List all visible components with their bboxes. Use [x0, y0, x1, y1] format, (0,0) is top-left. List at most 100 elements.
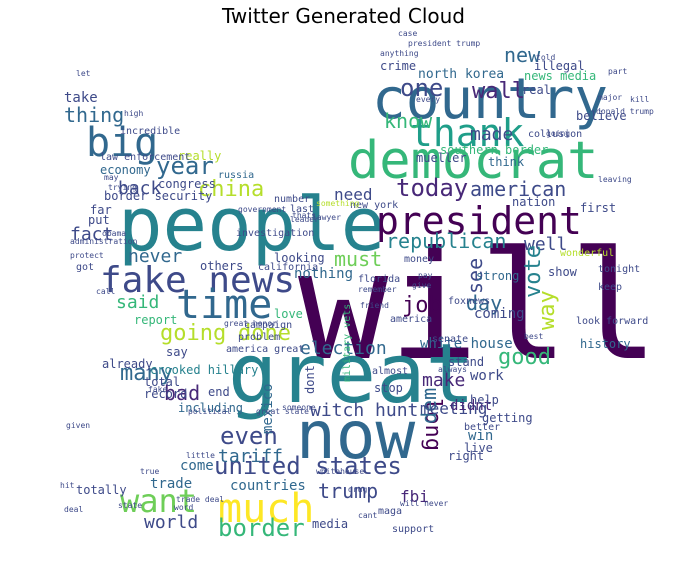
cloud-word: coming: [474, 306, 525, 322]
cloud-word: news media: [524, 69, 596, 83]
cloud-word: back: [118, 178, 162, 199]
cloud-word: see: [463, 258, 487, 294]
cloud-word: big: [86, 120, 158, 166]
cloud-word: know: [384, 109, 433, 133]
cloud-word: donald trump: [596, 107, 654, 116]
cloud-word: totally: [76, 483, 127, 497]
cloud-word: fact: [70, 224, 113, 245]
cloud-word: republican: [386, 229, 506, 253]
cloud-word: give: [412, 281, 431, 290]
cloud-word: senate: [432, 334, 468, 345]
cloud-word: live: [464, 441, 493, 455]
cloud-word: anything: [380, 49, 419, 58]
cloud-word: incredible: [120, 126, 180, 137]
cloud-word: time: [176, 282, 272, 328]
cloud-word: stand: [448, 355, 484, 369]
cloud-word: come: [180, 458, 214, 474]
cloud-word: leader: [290, 215, 319, 224]
cloud-word: collusion: [528, 129, 582, 140]
cloud-word: looking: [274, 251, 325, 265]
cloud-word: job: [402, 293, 442, 318]
cloud-word: real: [522, 83, 551, 97]
cloud-word: mexico: [260, 383, 276, 434]
cloud-word: wall: [472, 79, 525, 104]
cloud-word: much: [218, 486, 314, 532]
cloud-word: china: [198, 177, 264, 202]
cloud-word: major: [598, 93, 622, 102]
cloud-word: whitehouse: [316, 467, 364, 476]
cloud-word: america great: [226, 344, 304, 355]
cloud-word: nothing: [294, 266, 353, 282]
cloud-word: crooked hillary: [150, 363, 258, 377]
cloud-word: crime: [380, 59, 416, 73]
cloud-word: investigation: [236, 228, 314, 239]
cloud-word: even: [220, 422, 278, 450]
cloud-word: drug: [348, 485, 367, 494]
cloud-word: foxnews: [448, 296, 490, 307]
cloud-word: almost: [372, 366, 408, 377]
cloud-word: end: [208, 385, 230, 399]
cloud-word: cant: [358, 511, 377, 520]
cloud-word: right: [448, 449, 484, 463]
cloud-word: california: [258, 262, 318, 273]
cloud-word: made: [470, 124, 513, 145]
cloud-word: someone: [282, 403, 316, 412]
cloud-word: trump: [318, 479, 378, 503]
cloud-word: fake: [148, 385, 167, 394]
cloud-word: trade: [150, 476, 192, 492]
cloud-word: take: [64, 90, 98, 106]
cloud-word: case: [398, 29, 417, 38]
cloud-word: may: [104, 173, 119, 182]
cloud-word: trade deal: [176, 495, 224, 504]
cloud-word: friend: [360, 301, 389, 310]
cloud-word: illegal: [534, 59, 585, 73]
cloud-word: something: [316, 199, 360, 208]
cloud-word: true: [140, 467, 159, 476]
cloud-word: white house: [420, 336, 513, 352]
cloud-word: now: [296, 397, 415, 474]
cloud-word: election: [300, 338, 387, 359]
cloud-word: say: [166, 345, 188, 359]
cloud-word: protect: [70, 251, 104, 260]
cloud-word: new: [504, 43, 541, 67]
cloud-word: many: [120, 361, 173, 386]
cloud-word: trying: [108, 183, 137, 192]
cloud-word: economy: [100, 163, 151, 177]
cloud-word: border security: [104, 189, 212, 203]
cloud-word: need: [334, 185, 373, 204]
cloud-word: first: [580, 201, 616, 215]
cloud-word: going: [160, 321, 226, 346]
cloud-word: vote: [521, 245, 546, 298]
cloud-word: best: [524, 332, 543, 341]
cloud-word: dont: [303, 365, 317, 394]
cloud-word: given: [66, 421, 90, 430]
cloud-word: one: [400, 74, 443, 102]
cloud-word: let: [76, 69, 91, 78]
cloud-word: problem: [238, 332, 280, 343]
cloud-word: leaving: [598, 175, 632, 184]
cloud-word: north korea: [418, 67, 504, 82]
cloud-word: people: [118, 182, 385, 268]
cloud-word: day: [466, 291, 502, 315]
cloud-word: work: [470, 368, 504, 384]
cloud-word: will: [298, 220, 659, 394]
cloud-word: make: [422, 370, 465, 391]
cloud-word: believe: [576, 109, 627, 123]
cloud-word: love: [274, 307, 303, 321]
cloud-word: president trump: [408, 39, 480, 48]
cloud-word: thats: [292, 211, 316, 220]
cloud-word: obama: [102, 229, 126, 238]
cloud-word: democrat: [348, 131, 598, 191]
cloud-word: never: [128, 246, 182, 267]
cloud-word: little: [186, 451, 215, 460]
cloud-word: must: [334, 247, 382, 271]
cloud-word: country: [372, 67, 608, 132]
cloud-word: state: [118, 501, 142, 510]
cloud-word: wonderful: [560, 248, 614, 259]
cloud-word: number: [274, 194, 310, 205]
cloud-word: today: [396, 174, 468, 202]
cloud-word: mueller: [416, 151, 467, 165]
cloud-word: better: [464, 422, 500, 433]
cloud-word: great: [228, 327, 475, 422]
cloud-word: good: [498, 345, 551, 370]
